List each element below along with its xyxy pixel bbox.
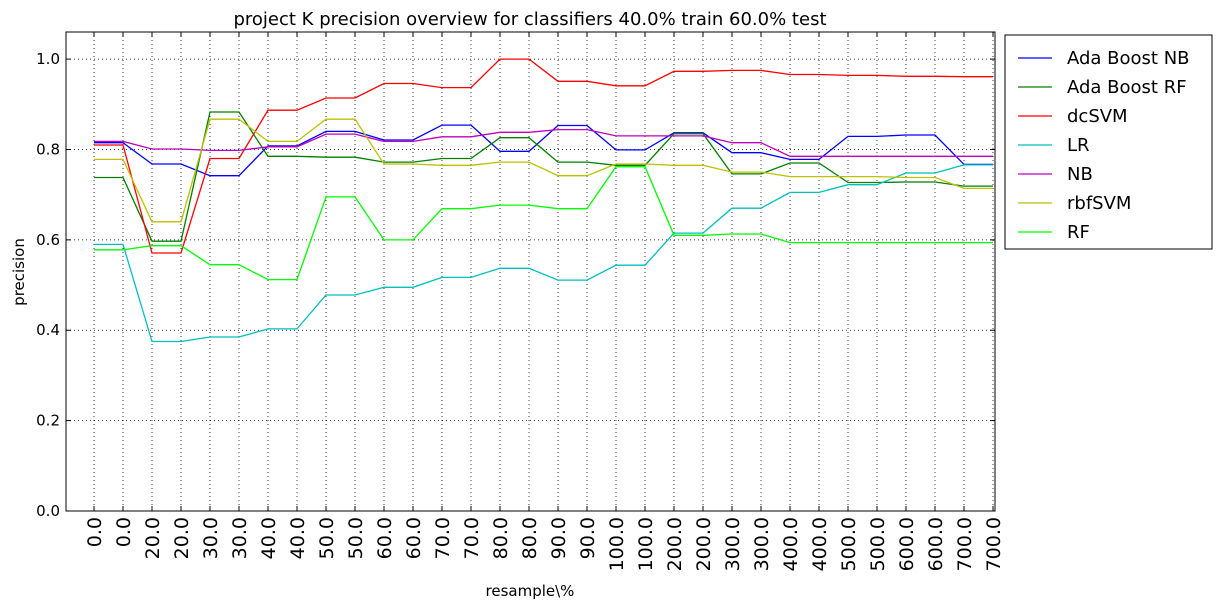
legend-label: dcSVM — [1067, 106, 1128, 127]
y-tick-label: 1.0 — [36, 50, 60, 68]
x-tick-label: 30.0 — [229, 517, 251, 559]
x-tick-label: 80.0 — [519, 517, 541, 559]
series-line-rbfsvm — [94, 118, 993, 223]
chart-title: project K precision overview for classif… — [233, 9, 826, 30]
x-tick-label: 90.0 — [548, 517, 570, 559]
plot-frame — [65, 31, 996, 512]
series-line-nb — [94, 128, 993, 157]
x-tick-label: 30.0 — [200, 517, 222, 559]
series-line-lr — [94, 164, 993, 343]
y-tick-label: 0.2 — [36, 412, 60, 430]
x-tick-label: 60.0 — [403, 517, 425, 559]
x-tick-label: 40.0 — [287, 517, 309, 559]
x-tick-label: 90.0 — [577, 517, 599, 559]
series-line-rf — [94, 166, 993, 281]
x-tick-label: 100.0 — [635, 517, 657, 571]
x-tick-label: 20.0 — [142, 517, 164, 559]
legend: Ada Boost NB Ada Boost RF dcSVM LR NB rbfSVM R… — [1004, 34, 1213, 250]
y-tick-label: 0.8 — [36, 140, 60, 158]
legend-label: LR — [1067, 135, 1090, 156]
x-tick-label: 0.0 — [113, 517, 135, 547]
series-line-ada-boost-rf — [94, 111, 993, 242]
legend-label: Ada Boost NB — [1067, 48, 1190, 69]
x-tick-label: 20.0 — [171, 517, 193, 559]
x-tick-label: 600.0 — [896, 517, 918, 571]
x-tick-label: 0.0 — [84, 517, 106, 547]
x-tick-label: 700.0 — [983, 517, 1005, 571]
x-tick-label: 400.0 — [780, 517, 802, 571]
x-tick-label: 50.0 — [345, 517, 367, 559]
x-tick-label: 300.0 — [722, 517, 744, 571]
x-tick-label: 100.0 — [606, 517, 628, 571]
x-tick-label: 700.0 — [954, 517, 976, 571]
x-axis-label: resample\% — [486, 582, 575, 600]
x-tick-label: 60.0 — [374, 517, 396, 559]
legend-label: RF — [1067, 222, 1090, 243]
x-tick-label: 40.0 — [258, 517, 280, 559]
y-axis: 0.0 0.2 0.4 0.6 0.8 1.0 — [36, 50, 995, 520]
legend-label: rbfSVM — [1067, 193, 1131, 214]
x-tick-label: 70.0 — [461, 517, 483, 559]
x-tick-label: 500.0 — [867, 517, 889, 571]
legend-label: NB — [1067, 164, 1093, 185]
x-tick-label: 50.0 — [316, 517, 338, 559]
x-tick-label: 200.0 — [664, 517, 686, 571]
x-tick-label: 200.0 — [693, 517, 715, 571]
grid-lines — [66, 32, 995, 512]
x-tick-label: 500.0 — [838, 517, 860, 571]
y-tick-label: 0.0 — [36, 502, 60, 520]
series-lines — [94, 58, 993, 343]
x-tick-label: 80.0 — [490, 517, 512, 559]
x-tick-label: 600.0 — [925, 517, 947, 571]
x-tick-label: 300.0 — [751, 517, 773, 571]
series-line-ada-boost-nb — [94, 124, 993, 177]
x-tick-label: 400.0 — [809, 517, 831, 571]
y-tick-label: 0.6 — [36, 231, 60, 249]
y-tick-label: 0.4 — [36, 321, 60, 339]
legend-frame — [1004, 34, 1213, 250]
x-axis: 0.0 0.0 20.0 20.0 30.0 30.0 40.0 40.0 50.0 50.0 60… — [84, 32, 1005, 571]
x-tick-label: 70.0 — [432, 517, 454, 559]
legend-label: Ada Boost RF — [1067, 77, 1187, 98]
y-axis-label: precision — [10, 238, 28, 306]
